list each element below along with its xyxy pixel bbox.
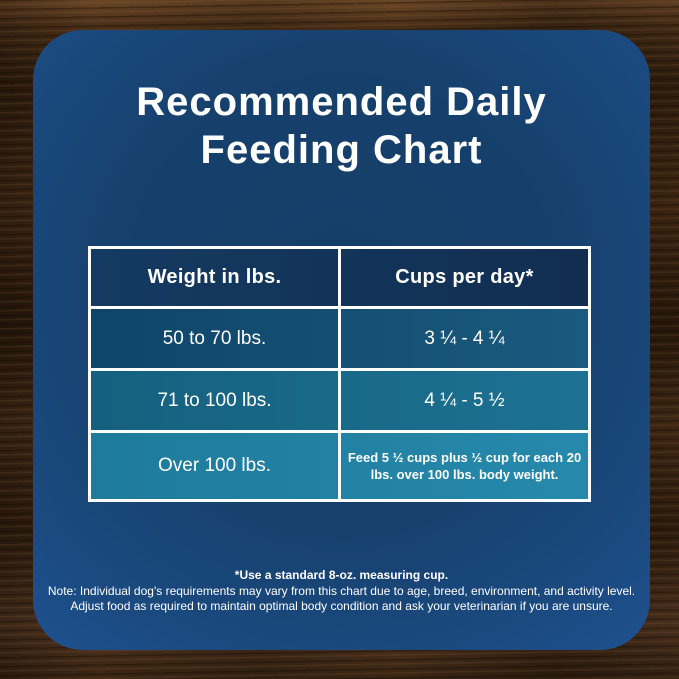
footnotes: *Use a standard 8-oz. measuring cup. Not… bbox=[33, 568, 650, 615]
feeding-chart-card: Recommended Daily Feeding Chart Weight i… bbox=[33, 30, 650, 650]
title-line-2: Feeding Chart bbox=[200, 128, 483, 172]
cups-cell: Feed 5 ½ cups plus ½ cup for each 20 lbs… bbox=[338, 433, 588, 499]
cups-cell: 4 ¼ - 5 ½ bbox=[338, 371, 588, 430]
weight-cell: Over 100 lbs. bbox=[158, 455, 271, 476]
table-row: 71 to 100 lbs. 4 ¼ - 5 ½ bbox=[91, 371, 588, 430]
title-line-1: Recommended Daily bbox=[136, 80, 547, 124]
page-title: Recommended Daily Feeding Chart bbox=[33, 78, 650, 174]
table-header-row: Weight in lbs. Cups per day* bbox=[91, 249, 588, 306]
table-row: Over 100 lbs. Feed 5 ½ cups plus ½ cup f… bbox=[91, 433, 588, 499]
weight-cell: 50 to 70 lbs. bbox=[162, 327, 267, 349]
footnote-requirements: Note: Individual dog's requirements may … bbox=[47, 583, 636, 598]
column-header-cups: Cups per day* bbox=[338, 249, 588, 306]
feeding-table: Weight in lbs. Cups per day* 50 to 70 lb… bbox=[88, 246, 591, 502]
weight-cell: 71 to 100 lbs. bbox=[157, 389, 272, 411]
table-row: 50 to 70 lbs. 3 ¼ - 4 ¼ bbox=[91, 309, 588, 368]
column-header-weight: Weight in lbs. bbox=[147, 266, 282, 288]
footnote-adjust-food: Adjust food as required to maintain opti… bbox=[70, 599, 613, 613]
footnote-measuring-cup: *Use a standard 8-oz. measuring cup. bbox=[234, 568, 449, 582]
cups-cell: 3 ¼ - 4 ¼ bbox=[338, 309, 588, 368]
